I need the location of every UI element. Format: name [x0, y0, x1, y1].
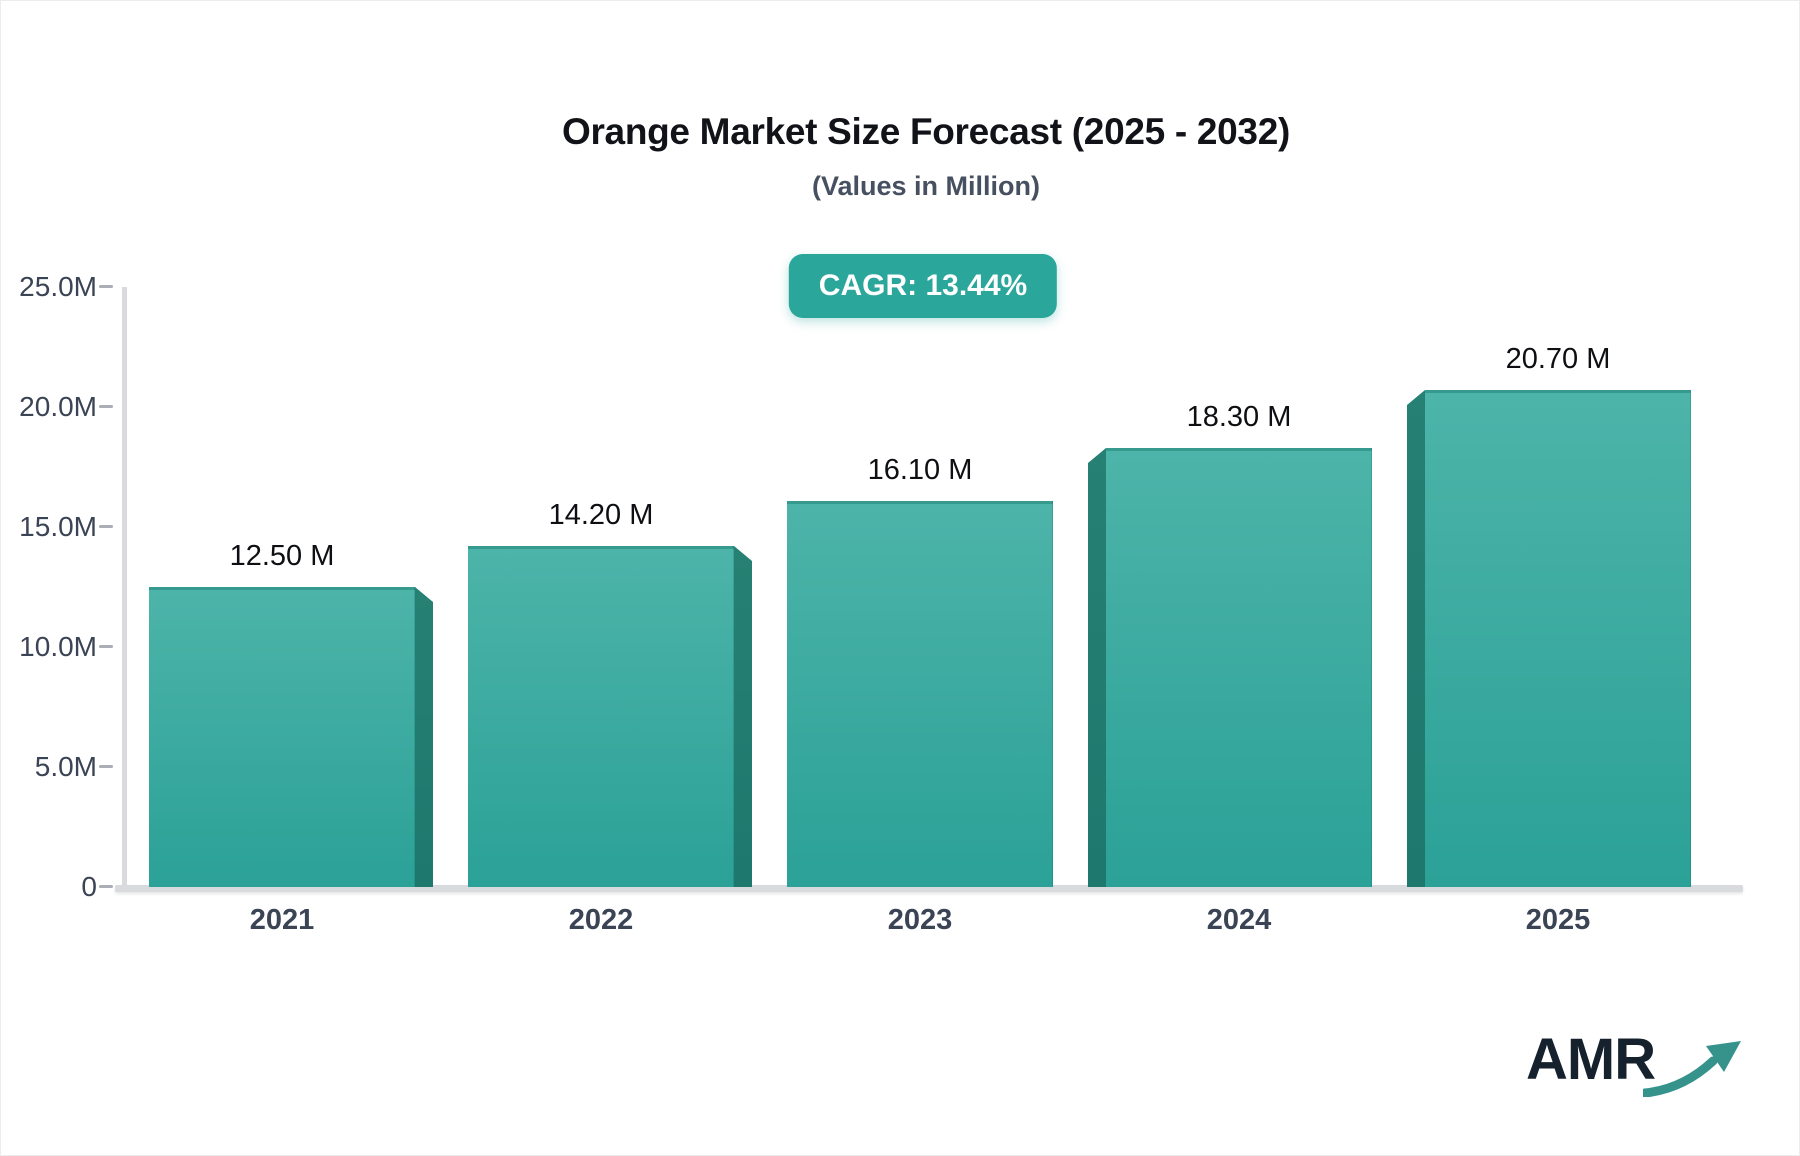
- y-axis-tick-mark: [99, 405, 113, 408]
- bar-value-label: 12.50 M: [229, 540, 335, 572]
- bar-3d-side-2021: [415, 587, 433, 887]
- x-axis-category-label: 2021: [249, 904, 315, 936]
- y-axis-tick-mark: [99, 285, 113, 288]
- bar-value-label: 18.30 M: [1186, 401, 1292, 433]
- bar-3d-side-2025: [1407, 390, 1425, 887]
- amr-logo: AMR: [1526, 1029, 1748, 1097]
- bar-2024: [1106, 448, 1372, 887]
- y-axis-tick-label: 15.0M: [19, 511, 97, 542]
- y-axis-tick-mark: [99, 645, 113, 648]
- amr-logo-text: AMR: [1526, 1027, 1656, 1092]
- y-axis-line: [122, 287, 127, 887]
- bar-2023: [787, 501, 1053, 887]
- x-axis-category-label: 2025: [1525, 904, 1591, 936]
- y-axis-tick-label: 0: [81, 871, 97, 902]
- y-axis-tick-label: 5.0M: [34, 751, 97, 782]
- bar-2021: [149, 587, 415, 887]
- cagr-badge-label: CAGR: 13.44%: [818, 269, 1028, 302]
- y-axis-tick-label: 20.0M: [19, 391, 97, 422]
- x-axis-category-label: 2024: [1206, 904, 1272, 936]
- growth-arrow-icon: [1643, 1041, 1742, 1097]
- y-axis-tick-label: 25.0M: [19, 271, 97, 302]
- bar-3d-side-2022: [734, 546, 752, 887]
- bar-value-label: 14.20 M: [548, 499, 654, 531]
- x-axis-baseline: [115, 885, 1743, 892]
- chart-subtitle: (Values in Million): [811, 171, 1041, 201]
- x-axis-category-label: 2022: [568, 904, 634, 936]
- x-axis-category-label: 2023: [887, 904, 953, 936]
- bar-2022: [468, 546, 734, 887]
- y-axis-tick-mark: [99, 765, 113, 768]
- y-axis-tick-label: 10.0M: [19, 631, 97, 662]
- cagr-badge: CAGR: 13.44%: [788, 254, 1058, 318]
- bar-3d-side-2024: [1088, 448, 1106, 887]
- y-axis-tick-mark: [99, 525, 113, 528]
- bar-value-label: 16.10 M: [867, 454, 973, 486]
- bar-2025: [1425, 390, 1691, 887]
- chart-title: Orange Market Size Forecast (2025 - 2032…: [561, 111, 1291, 152]
- y-axis-tick-mark: [99, 885, 113, 888]
- bar-value-label: 20.70 M: [1505, 343, 1611, 375]
